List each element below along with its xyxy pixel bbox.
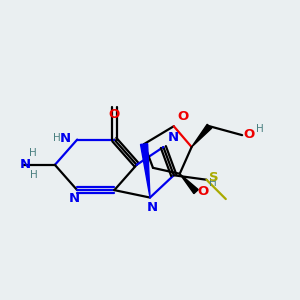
Text: N: N (168, 131, 179, 144)
Text: O: O (177, 110, 189, 123)
Polygon shape (180, 174, 198, 194)
Polygon shape (192, 124, 212, 147)
Text: O: O (244, 128, 255, 141)
Text: N: N (147, 200, 158, 214)
Text: O: O (109, 108, 120, 122)
Text: H: H (30, 170, 38, 180)
Text: H: H (256, 124, 264, 134)
Text: S: S (209, 171, 218, 184)
Text: N: N (69, 192, 80, 205)
Text: N: N (20, 158, 31, 171)
Polygon shape (140, 144, 150, 198)
Text: H: H (208, 178, 216, 188)
Text: O: O (198, 185, 209, 198)
Text: N: N (59, 132, 70, 145)
Text: H: H (53, 133, 61, 143)
Text: H: H (29, 148, 37, 158)
